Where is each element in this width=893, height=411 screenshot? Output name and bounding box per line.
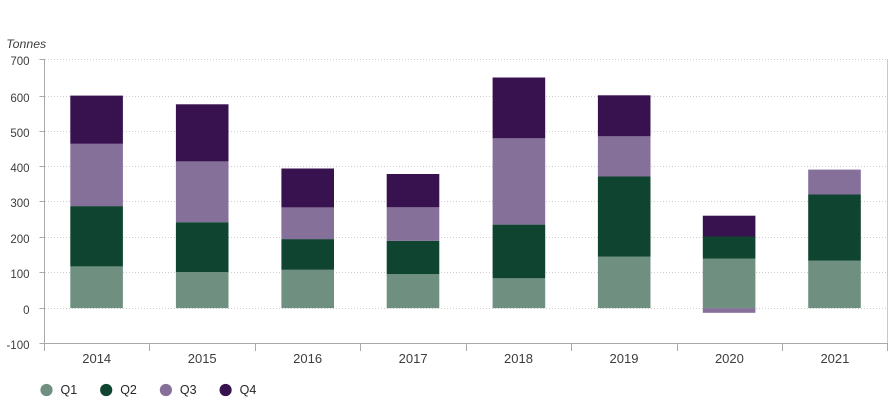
svg-text:300: 300 <box>10 198 29 210</box>
svg-text:2019: 2019 <box>610 351 639 366</box>
svg-text:Q3: Q3 <box>180 383 197 397</box>
svg-text:0: 0 <box>23 305 29 317</box>
svg-text:200: 200 <box>10 234 29 246</box>
svg-text:400: 400 <box>10 163 29 175</box>
svg-text:2017: 2017 <box>399 351 428 366</box>
svg-text:2015: 2015 <box>188 351 217 366</box>
svg-text:600: 600 <box>10 93 29 105</box>
svg-text:Tonnes: Tonnes <box>6 37 46 51</box>
svg-text:700: 700 <box>10 56 29 68</box>
svg-text:Q1: Q1 <box>61 383 78 397</box>
svg-text:Q4: Q4 <box>240 383 257 397</box>
svg-text:-100: -100 <box>6 340 29 352</box>
svg-text:2016: 2016 <box>293 351 322 366</box>
svg-text:2014: 2014 <box>82 351 111 366</box>
svg-text:Q2: Q2 <box>120 383 137 397</box>
svg-text:500: 500 <box>10 128 29 140</box>
svg-text:2018: 2018 <box>504 351 533 366</box>
svg-text:2020: 2020 <box>715 351 744 366</box>
svg-text:100: 100 <box>10 269 29 281</box>
svg-text:2021: 2021 <box>820 351 849 366</box>
